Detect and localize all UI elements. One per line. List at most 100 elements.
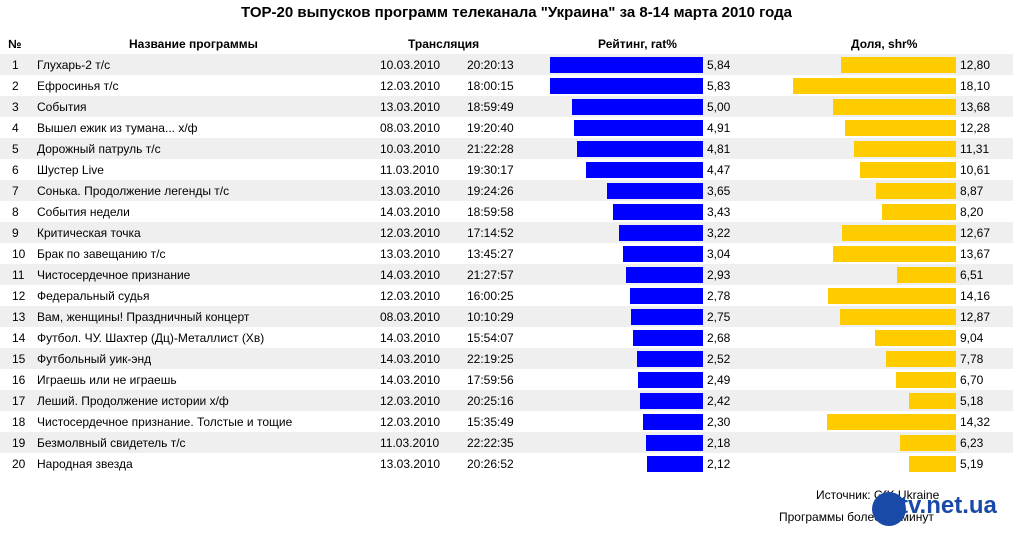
- broadcast-time: 20:20:13: [467, 58, 514, 72]
- rating-value: 4,91: [707, 121, 731, 135]
- broadcast-time: 17:14:52: [467, 226, 514, 240]
- table-row: 13 Вам, женщины! Праздничный концерт 08.03…: [0, 306, 1033, 327]
- share-value: 5,19: [960, 457, 984, 471]
- row-number: 18: [12, 415, 26, 429]
- broadcast-date: 14.03.2010: [380, 352, 441, 366]
- broadcast-date: 12.03.2010: [380, 79, 441, 93]
- header-share: Доля, shr%: [851, 37, 918, 51]
- program-name: Шустер Live: [37, 163, 104, 177]
- table-row: 18 Чистосердечное признание. Толстые и то…: [0, 411, 1033, 432]
- logo-text: tv.net.ua: [900, 492, 997, 519]
- share-bar: [833, 99, 956, 115]
- rating-value: 3,04: [707, 247, 731, 261]
- table-row: 6 Шустер Live 11.03.2010 19:30:17 4,47 10,61: [0, 159, 1033, 180]
- share-bar: [886, 351, 956, 367]
- rating-bar: [643, 414, 703, 430]
- share-bar: [845, 120, 956, 136]
- share-bar: [860, 162, 956, 178]
- table-row: 8 События недели 14.03.2010 18:59:58 3,43 8,2…: [0, 201, 1033, 222]
- program-name: Леший. Продолжение истории х/ф: [37, 394, 229, 408]
- share-bar: [842, 225, 956, 241]
- table-row: 7 Сонька. Продолжение легенды т/с 13.03.20…: [0, 180, 1033, 201]
- share-bar: [854, 141, 956, 157]
- share-value: 12,80: [960, 58, 991, 72]
- share-value: 14,16: [960, 289, 991, 303]
- share-value: 8,87: [960, 184, 984, 198]
- share-value: 6,51: [960, 268, 984, 282]
- header-name: Название программы: [129, 37, 258, 51]
- rating-bar: [574, 120, 703, 136]
- share-value: 12,87: [960, 310, 991, 324]
- share-value: 12,28: [960, 121, 991, 135]
- program-name: События: [37, 100, 87, 114]
- chart-title: TOP-20 выпусков программ телеканала "Укр…: [240, 4, 793, 21]
- rating-value: 2,42: [707, 394, 731, 408]
- rating-value: 2,68: [707, 331, 731, 345]
- rating-bar: [637, 351, 703, 367]
- broadcast-time: 16:00:25: [467, 289, 514, 303]
- broadcast-date: 14.03.2010: [380, 205, 441, 219]
- share-bar: [875, 330, 956, 346]
- program-name: Глухарь-2 т/с: [37, 58, 111, 72]
- rating-value: 5,00: [707, 100, 731, 114]
- broadcast-time: 10:10:29: [467, 310, 514, 324]
- broadcast-date: 14.03.2010: [380, 268, 441, 282]
- share-value: 18,10: [960, 79, 991, 93]
- rating-value: 3,65: [707, 184, 731, 198]
- tv-icon: [872, 492, 906, 526]
- broadcast-date: 12.03.2010: [380, 415, 441, 429]
- broadcast-time: 19:20:40: [467, 121, 514, 135]
- table-row: 14 Футбол. ЧУ. Шахтер (Дц)-Металлист (Хв)…: [0, 327, 1033, 348]
- broadcast-time: 19:30:17: [467, 163, 514, 177]
- share-value: 6,70: [960, 373, 984, 387]
- header-num: №: [8, 37, 22, 51]
- broadcast-date: 08.03.2010: [380, 310, 441, 324]
- share-bar: [909, 393, 956, 409]
- share-bar: [828, 288, 956, 304]
- share-value: 7,78: [960, 352, 984, 366]
- header-rating: Рейтинг, rat%: [598, 37, 677, 51]
- share-bar: [840, 309, 956, 325]
- table-row: 19 Безмолвный свидетель т/с 11.03.2010 22:2…: [0, 432, 1033, 453]
- rating-bar: [638, 372, 703, 388]
- rating-value: 2,49: [707, 373, 731, 387]
- share-bar: [876, 183, 956, 199]
- share-value: 14,32: [960, 415, 991, 429]
- broadcast-date: 12.03.2010: [380, 289, 441, 303]
- rating-bar: [633, 330, 703, 346]
- share-bar: [909, 456, 956, 472]
- rating-value: 2,78: [707, 289, 731, 303]
- rating-value: 2,18: [707, 436, 731, 450]
- rating-value: 2,75: [707, 310, 731, 324]
- row-number: 6: [12, 163, 19, 177]
- row-number: 9: [12, 226, 19, 240]
- row-number: 19: [12, 436, 26, 450]
- broadcast-time: 18:00:15: [467, 79, 514, 93]
- broadcast-date: 10.03.2010: [380, 142, 441, 156]
- share-value: 13,67: [960, 247, 991, 261]
- rating-value: 4,47: [707, 163, 731, 177]
- table-row: 2 Ефросинья т/с 12.03.2010 18:00:15 5,83 18,1…: [0, 75, 1033, 96]
- share-bar: [882, 204, 956, 220]
- share-value: 12,67: [960, 226, 991, 240]
- program-name: Вам, женщины! Праздничный концерт: [37, 310, 250, 324]
- row-number: 1: [12, 58, 19, 72]
- row-number: 7: [12, 184, 19, 198]
- rating-bar: [550, 57, 703, 73]
- table-row: 11 Чистосердечное признание 14.03.2010 21:2…: [0, 264, 1033, 285]
- rating-bar: [613, 204, 703, 220]
- share-value: 8,20: [960, 205, 984, 219]
- rating-value: 5,83: [707, 79, 731, 93]
- broadcast-date: 13.03.2010: [380, 247, 441, 261]
- broadcast-time: 17:59:56: [467, 373, 514, 387]
- rating-bar: [626, 267, 703, 283]
- rating-bar: [631, 309, 703, 325]
- program-name: Брак по завещанию т/с: [37, 247, 166, 261]
- program-name: Чистосердечное признание. Толстые и тощи…: [37, 415, 293, 429]
- rating-value: 2,30: [707, 415, 731, 429]
- share-value: 5,18: [960, 394, 984, 408]
- broadcast-time: 18:59:58: [467, 205, 514, 219]
- broadcast-date: 13.03.2010: [380, 184, 441, 198]
- broadcast-date: 12.03.2010: [380, 394, 441, 408]
- broadcast-date: 08.03.2010: [380, 121, 441, 135]
